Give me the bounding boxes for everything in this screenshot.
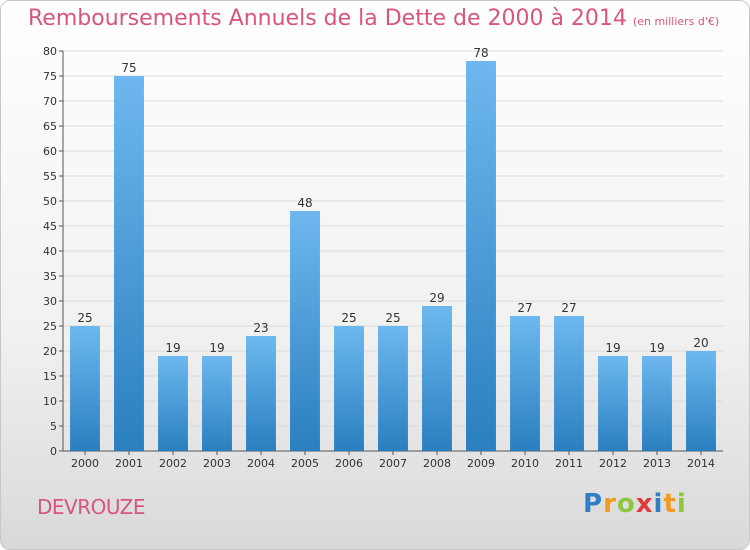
y-tick-label: 5 [50, 420, 57, 433]
data-label: 75 [121, 61, 136, 75]
x-tick-label: 2006 [335, 457, 363, 470]
x-tick-label: 2009 [467, 457, 495, 470]
data-label: 78 [473, 46, 488, 60]
data-label: 25 [341, 311, 356, 325]
logo-letter: o [616, 489, 636, 519]
unit-text: (en milliers d'€) [632, 15, 720, 28]
bar [642, 356, 672, 451]
bar [510, 316, 540, 451]
data-label: 19 [209, 341, 224, 355]
y-tick-label: 25 [43, 320, 57, 333]
bar [598, 356, 628, 451]
y-tick-label: 35 [43, 270, 57, 283]
x-tick-label: 2003 [203, 457, 231, 470]
x-tick-label: 2001 [115, 457, 143, 470]
logo-letter: i [653, 489, 664, 519]
title-text: Remboursements Annuels de la Dette de 20… [28, 6, 627, 31]
bars: 25 75 19 19 23 48 25 25 29 78 27 27 19 19 20 [70, 46, 716, 451]
x-tick-label: 2012 [599, 457, 627, 470]
x-tick-label: 2007 [379, 457, 407, 470]
data-label: 20 [693, 336, 708, 350]
x-tick-label: 2002 [159, 457, 187, 470]
data-label: 27 [561, 301, 576, 315]
x-tick-label: 2010 [511, 457, 539, 470]
data-label: 19 [165, 341, 180, 355]
y-tick-label: 70 [43, 95, 57, 108]
x-tick-label: 2013 [643, 457, 671, 470]
y-tick-label: 0 [50, 445, 57, 458]
x-tick-label: 2005 [291, 457, 319, 470]
bar [334, 326, 364, 451]
logo-letter: t [663, 489, 677, 519]
logo-letter: P [583, 489, 604, 519]
logo-letter: r [603, 489, 617, 519]
y-tick-label: 30 [43, 295, 57, 308]
data-label: 48 [297, 196, 312, 210]
chart-title: Remboursements Annuels de la Dette de 20… [28, 6, 719, 31]
x-tick-label: 2004 [247, 457, 275, 470]
y-tick-label: 80 [43, 45, 57, 58]
logo-letter: x [635, 489, 654, 519]
bar [554, 316, 584, 451]
y-tick-label: 20 [43, 345, 57, 358]
bar [114, 76, 144, 451]
commune-name: DEVROUZE [37, 495, 145, 519]
bar [466, 61, 496, 451]
data-label: 19 [649, 341, 664, 355]
bar [70, 326, 100, 451]
y-tick-label: 55 [43, 170, 57, 183]
y-tick-label: 15 [43, 370, 57, 383]
proxiti-logo[interactable]: Proxiti [583, 489, 687, 519]
x-tick-label: 2008 [423, 457, 451, 470]
data-label: 29 [429, 291, 444, 305]
bar [246, 336, 276, 451]
bar [158, 356, 188, 451]
data-label: 23 [253, 321, 268, 335]
x-tick-label: 2014 [687, 457, 715, 470]
y-tick-label: 10 [43, 395, 57, 408]
x-tick-label: 2011 [555, 457, 583, 470]
y-tick-label: 45 [43, 220, 57, 233]
data-label: 25 [385, 311, 400, 325]
logo-letter: i [676, 489, 687, 519]
bar [202, 356, 232, 451]
bar [422, 306, 452, 451]
y-tick-label: 75 [43, 70, 57, 83]
y-tick-label: 65 [43, 120, 57, 133]
y-tick-label: 40 [43, 245, 57, 258]
bar [290, 211, 320, 451]
data-label: 27 [517, 301, 532, 315]
bar [686, 351, 716, 451]
data-label: 19 [605, 341, 620, 355]
y-tick-label: 60 [43, 145, 57, 158]
data-label: 25 [77, 311, 92, 325]
y-tick-label: 50 [43, 195, 57, 208]
bar [378, 326, 408, 451]
x-tick-label: 2000 [71, 457, 99, 470]
